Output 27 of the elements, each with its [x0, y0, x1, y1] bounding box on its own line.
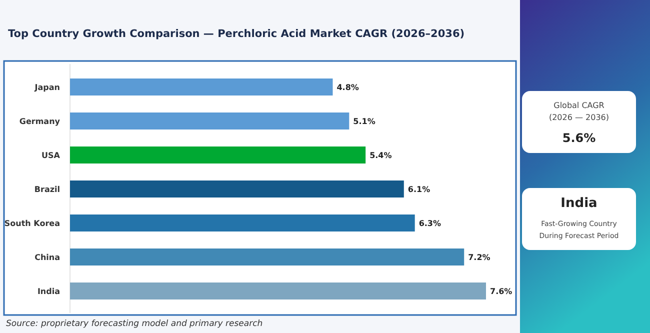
data-label: 5.1% — [353, 116, 376, 126]
source-note: Source: proprietary forecasting model and primary research — [6, 319, 263, 329]
text: Global CAGR — [554, 101, 605, 110]
bar — [70, 214, 415, 232]
text: 5.6% — [562, 131, 596, 145]
data-label: 5.4% — [370, 150, 392, 160]
y-tick-label: Japan — [34, 82, 60, 92]
y-tick-label: China — [34, 252, 60, 262]
y-tick-label: South Korea — [4, 218, 60, 228]
y-tick-label: Brazil — [34, 184, 60, 194]
text: (2026 — 2036) — [548, 113, 610, 122]
data-label: 6.3% — [418, 218, 442, 228]
data-label: 7.6% — [490, 286, 512, 296]
bar — [70, 180, 404, 198]
bar — [70, 78, 333, 96]
bar — [70, 146, 366, 164]
bar — [70, 248, 464, 266]
y-tick-label: Germany — [19, 116, 61, 126]
y-tick-label: India — [37, 286, 60, 296]
text: India — [560, 196, 598, 211]
data-label: 6.1% — [408, 184, 430, 194]
data-label: 7.2% — [468, 252, 490, 262]
bar — [70, 112, 350, 130]
chart-title: Top Country Growth Comparison — Perchloric Acid Market CAGR (2026–2036) — [8, 28, 465, 40]
data-label: 4.8% — [336, 82, 359, 92]
y-tick-label: USA — [42, 150, 61, 160]
bar — [70, 282, 486, 300]
